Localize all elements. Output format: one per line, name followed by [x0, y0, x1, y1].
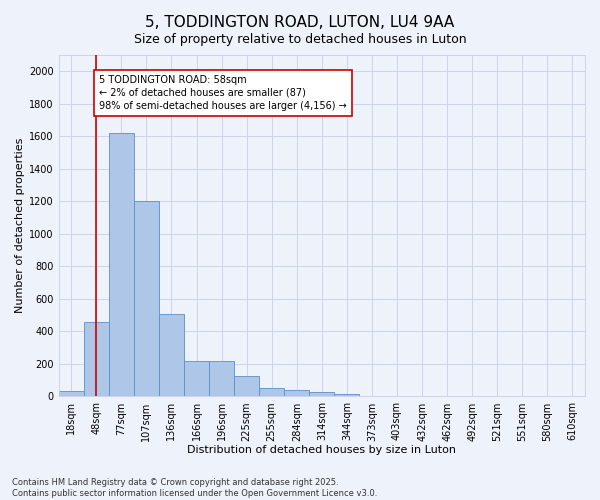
Bar: [259, 388, 284, 396]
Bar: [84, 322, 109, 396]
Text: 5 TODDINGTON ROAD: 58sqm
← 2% of detached houses are smaller (87)
98% of semi-de: 5 TODDINGTON ROAD: 58sqm ← 2% of detache…: [99, 74, 347, 111]
Bar: [234, 376, 259, 396]
Bar: [309, 392, 334, 396]
X-axis label: Distribution of detached houses by size in Luton: Distribution of detached houses by size …: [187, 445, 457, 455]
Bar: [59, 391, 84, 396]
Bar: [334, 394, 359, 396]
Bar: [184, 360, 209, 396]
Text: Contains HM Land Registry data © Crown copyright and database right 2025.
Contai: Contains HM Land Registry data © Crown c…: [12, 478, 377, 498]
Bar: [109, 133, 134, 396]
Bar: [284, 390, 309, 396]
Bar: [209, 360, 234, 396]
Text: Size of property relative to detached houses in Luton: Size of property relative to detached ho…: [134, 32, 466, 46]
Bar: [159, 314, 184, 396]
Bar: [134, 200, 159, 396]
Y-axis label: Number of detached properties: Number of detached properties: [15, 138, 25, 314]
Text: 5, TODDINGTON ROAD, LUTON, LU4 9AA: 5, TODDINGTON ROAD, LUTON, LU4 9AA: [145, 15, 455, 30]
